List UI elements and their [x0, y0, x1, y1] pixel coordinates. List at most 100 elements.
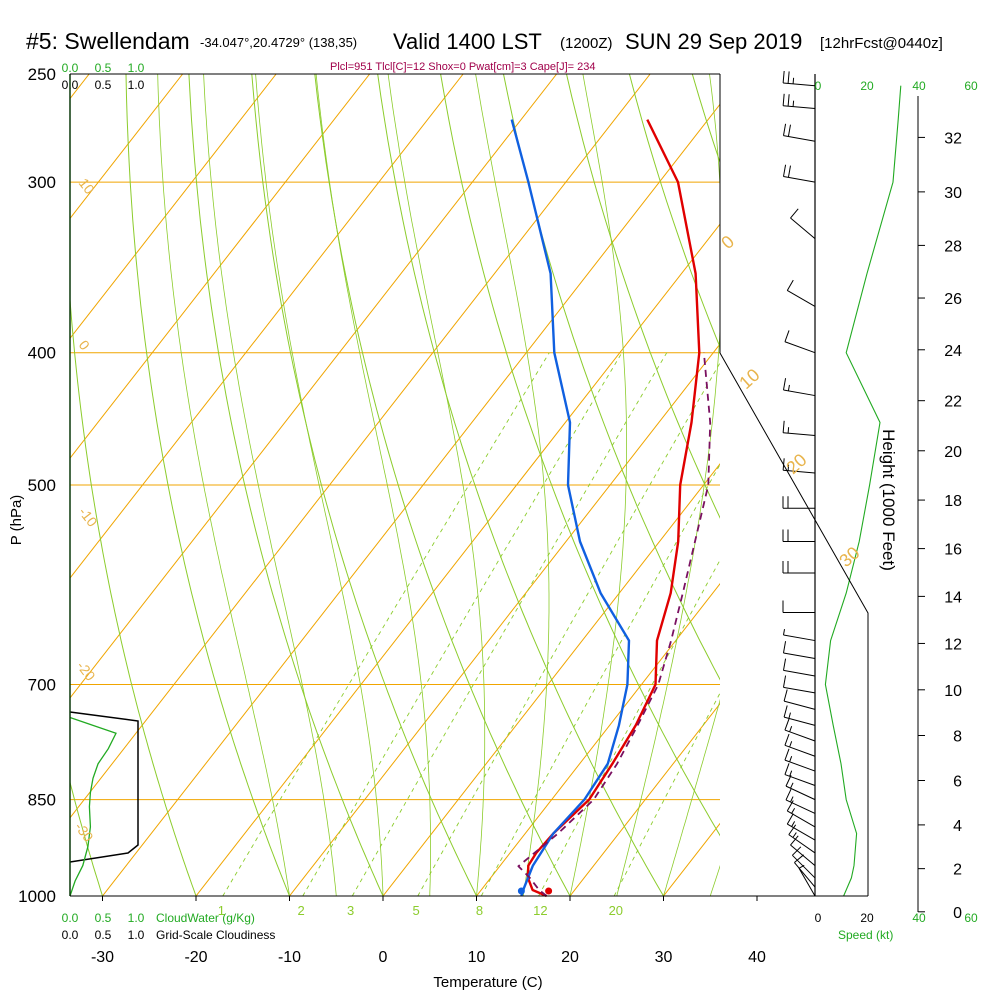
wind-barb [788, 824, 816, 854]
wind-barb-staff [787, 810, 816, 828]
mixing-ratio-line [222, 352, 550, 896]
isotherm-label: -10 [76, 504, 101, 530]
height-tick-label: 26 [944, 291, 962, 308]
wind-barb-half [789, 756, 793, 762]
wind-barb-staff [787, 823, 816, 841]
wind-barb-half [791, 807, 796, 814]
wind-barb-flag [784, 763, 790, 775]
moist-adiabat [757, 74, 1000, 896]
wind-barb [782, 378, 816, 397]
moist-adiabat [387, 74, 486, 896]
wind-barb-staff [783, 634, 816, 642]
wind-barb-staff [785, 799, 816, 814]
cloudiness-tick-top: 0.0 [62, 78, 79, 92]
wind-barb-flag [784, 718, 790, 731]
isotherm-line [70, 74, 651, 819]
isotherm-label: 0 [76, 337, 94, 353]
mixing-ratio-label: 2 [298, 903, 305, 918]
wind-barb-flag [782, 378, 787, 391]
wind-barb-staff [783, 700, 816, 710]
pressure-tick-label: 400 [28, 344, 56, 363]
dry-adiabat [503, 74, 720, 681]
wind-barb [782, 629, 816, 642]
height-axis-title: Height (1000 Feet) [879, 429, 898, 571]
wind-barb-half [790, 782, 794, 789]
cloud-water-tick-bottom: 0.0 [62, 911, 79, 925]
wind-barb [784, 763, 816, 786]
height-tick-label: 6 [953, 774, 962, 791]
wind-barb-flag [786, 279, 794, 291]
wind-barb-half [792, 100, 795, 107]
height-tick-label: 14 [944, 589, 962, 606]
cloud-water-profile [69, 716, 117, 897]
cloudiness-tick-bottom: 0.0 [62, 928, 79, 942]
wind-barb-half [782, 629, 786, 636]
parcel-line [517, 352, 712, 897]
cloud-water-tick-bottom: 0.5 [95, 911, 112, 925]
wind-barb-half [787, 384, 790, 391]
station-title: #5: Swellendam [26, 28, 190, 54]
cloud-water-tick-top: 0.5 [95, 61, 112, 75]
dry-adiabat [818, 74, 1000, 896]
wind-barb [782, 93, 816, 110]
wind-barb-staff [783, 135, 816, 142]
wind-barb-staff [784, 341, 816, 354]
wind-barb-staff [794, 862, 816, 888]
wind-barb [783, 705, 816, 726]
wind-barb-flag [783, 689, 788, 702]
isotherm-line [757, 74, 1000, 896]
temperature-tick-label: 40 [748, 949, 766, 966]
moist-adiabat [663, 698, 720, 896]
wind-barb-staff [783, 669, 816, 677]
wind-barb [784, 748, 816, 772]
cloudiness-tick-bottom: 0.5 [95, 928, 112, 942]
wind-barb-flag [786, 813, 794, 825]
cloud-water-label: CloudWater (g/Kg) [156, 911, 255, 925]
pressure-tick-label: 850 [28, 791, 56, 810]
wind-barb-flag [788, 824, 797, 835]
wind-barb-flag [782, 164, 787, 177]
wind-barb-flag [784, 733, 790, 746]
adiabat-label: 10 [735, 365, 763, 393]
height-tick-label: 2 [953, 862, 962, 879]
wind-barb-half [789, 741, 793, 748]
x-axis-title: Temperature (C) [433, 974, 542, 991]
dry-adiabat [628, 74, 720, 349]
height-tick-label: 30 [944, 185, 962, 202]
dry-adiabat [125, 74, 290, 896]
station-coords: -34.047°,20.4729° (138,35) [200, 35, 357, 50]
moist-adiabat [475, 74, 550, 896]
temperature-tick-label: 10 [468, 949, 486, 966]
wind-speed-profile [824, 85, 902, 897]
height-tick-label: 0 [953, 905, 962, 922]
mixing-ratio-line [613, 692, 720, 896]
isotherm-line [476, 583, 720, 896]
wind-barb-half [787, 427, 790, 434]
dry-adiabat [70, 780, 103, 896]
wind-barb-flag [787, 165, 791, 178]
cloud-water-tick-top: 0.0 [62, 61, 79, 75]
valid-time: Valid 1400 LST [393, 29, 542, 54]
speed-axis-title: Speed (kt) [838, 928, 893, 942]
moist-adiabat [709, 864, 720, 896]
mixing-ratio-label: 8 [476, 903, 483, 918]
speed-tick-bottom: 20 [860, 911, 874, 925]
height-tick-label: 22 [944, 394, 962, 411]
wind-barb-half [790, 796, 794, 803]
height-tick-label: 12 [944, 636, 962, 653]
zulu-time: (1200Z) [560, 35, 613, 52]
wind-barb [790, 835, 816, 866]
wind-barb-staff [783, 469, 816, 474]
moist-adiabat [569, 74, 627, 896]
moist-adiabat [203, 74, 337, 896]
temperature-surface-dot [545, 887, 553, 895]
dry-adiabat [251, 74, 477, 896]
adiabat-label: 20 [782, 450, 810, 478]
wind-barb-flag [787, 71, 790, 84]
cloud-water-tick-top: 1.0 [128, 61, 145, 75]
wind-barb-staff [784, 759, 816, 772]
wind-barb-flag [787, 94, 790, 107]
wind-barb [785, 788, 816, 814]
height-tick-label: 10 [944, 683, 962, 700]
wind-barb-flag [786, 800, 794, 812]
